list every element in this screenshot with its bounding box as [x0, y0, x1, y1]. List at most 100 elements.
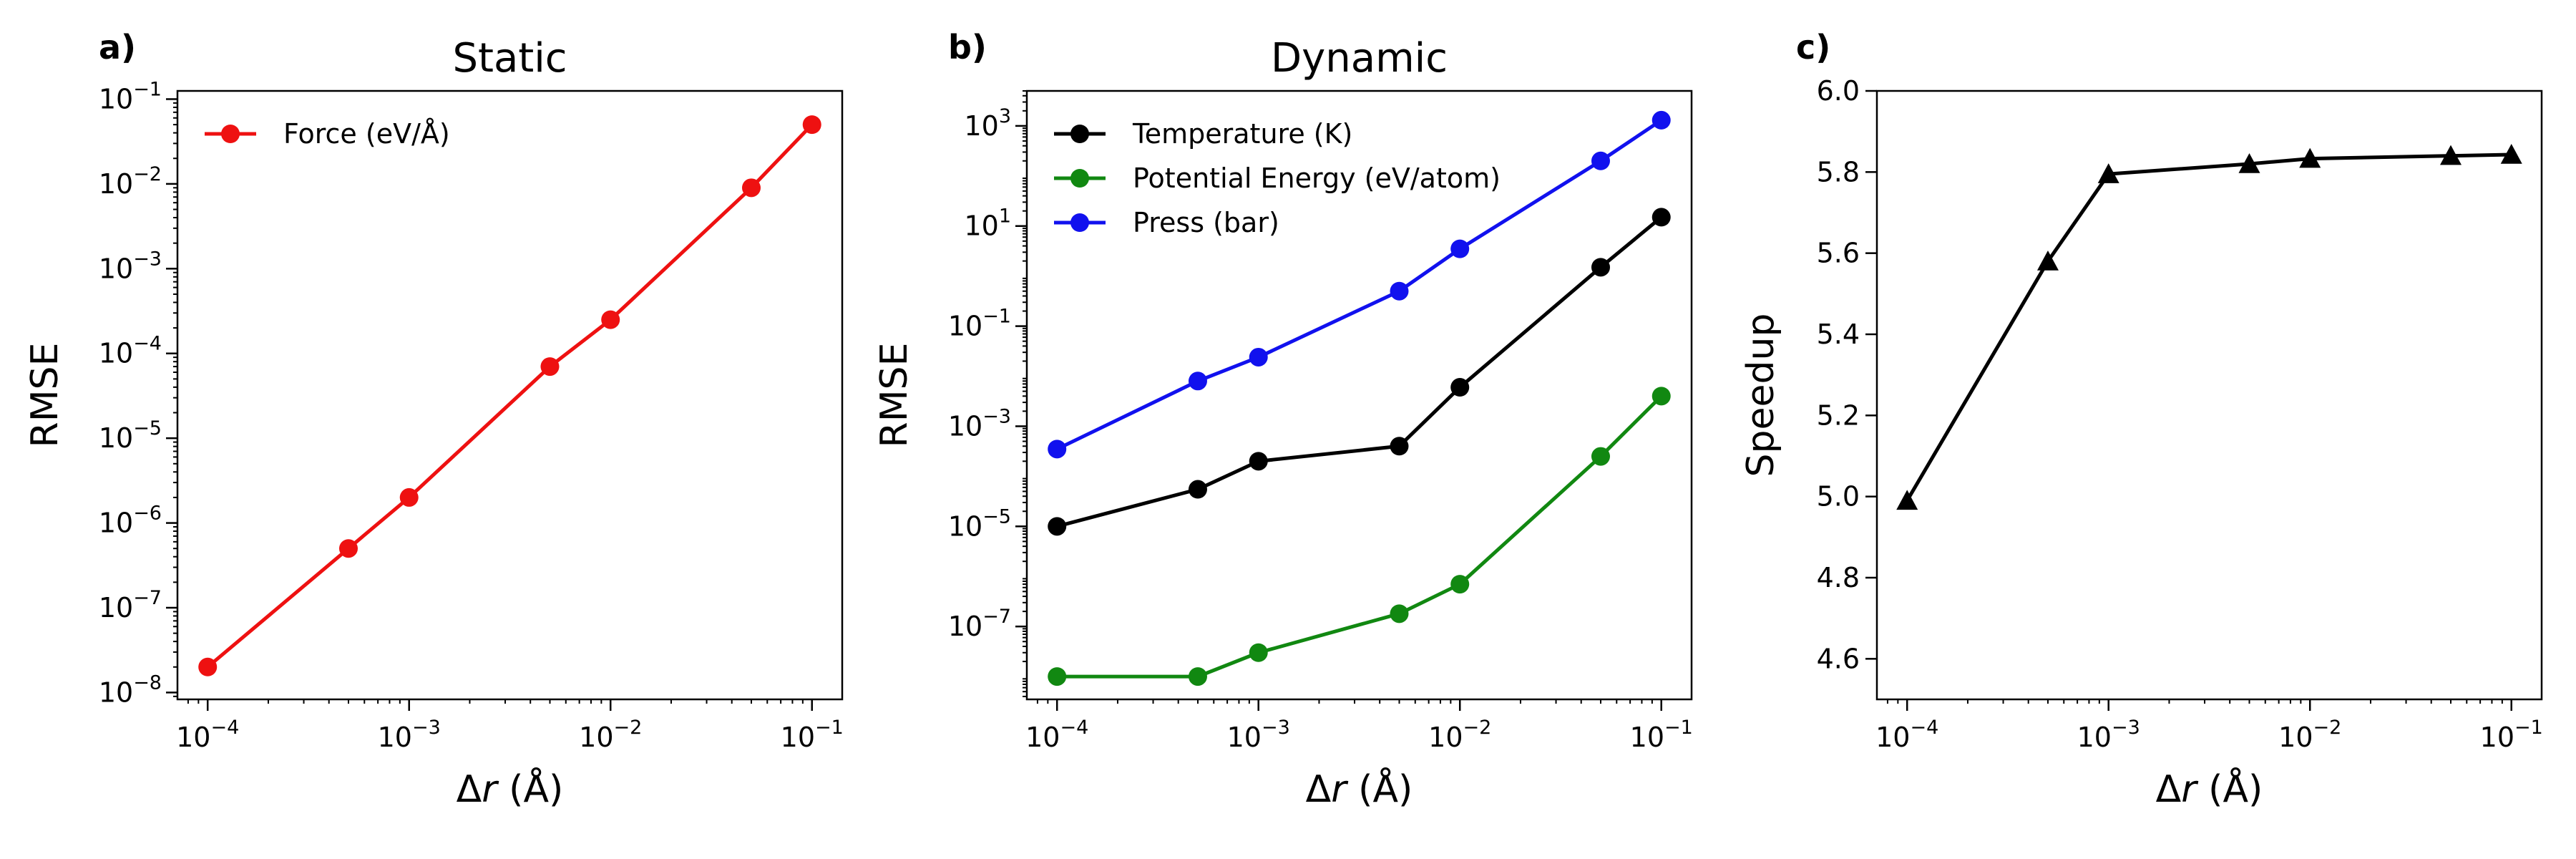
y-tick-label-exponent: −1 [982, 306, 1011, 328]
data-point [198, 657, 218, 676]
data-point [399, 487, 419, 507]
x-tick-label: 10−3 [2077, 717, 2140, 753]
panel-c-speedup: c)10−4 10−3 10−2 10−14.64.85.05.25.45.65.86… [1740, 28, 2543, 811]
x-tick-label: 10−2 [2278, 717, 2341, 753]
x-axis-label-prefix: Δ [2156, 768, 2182, 811]
legend-label: Force (eV/Å) [283, 118, 450, 150]
x-tick-label-exponent: −1 [1664, 717, 1693, 739]
y-tick-label-exponent: −3 [982, 405, 1011, 427]
data-point [2036, 251, 2059, 271]
y-tick-label: 10−5 [99, 417, 162, 454]
y-tick-label: 4.8 [1817, 562, 1860, 593]
data-point [2097, 163, 2119, 183]
data-point [540, 357, 560, 377]
plot-frame [176, 89, 844, 701]
y-tick-label-exponent: −2 [133, 163, 162, 185]
y-tick-label: 10−5 [948, 505, 1011, 542]
y-tick-label: 5.2 [1817, 399, 1860, 431]
x-tick-label: 10−4 [1025, 717, 1088, 753]
data-point [1450, 239, 1470, 258]
data-point [1591, 258, 1610, 277]
x-tick-label-base: 10 [2278, 722, 2313, 753]
x-tick-label-exponent: −2 [2313, 717, 2342, 739]
data-point [1188, 667, 1207, 686]
data-point [1652, 208, 1671, 227]
data-point [1390, 281, 1409, 301]
y-tick-label: 10−1 [948, 306, 1011, 342]
series-line [1906, 152, 2512, 502]
x-tick-label: 10−1 [1630, 717, 1693, 753]
data-point [1390, 604, 1409, 623]
data-point [2500, 143, 2522, 164]
y-axis-label: Speedup [1740, 314, 1782, 477]
x-tick-label-exponent: −4 [210, 717, 239, 739]
y-tick-label-base: 10 [964, 210, 998, 242]
x-tick-label-exponent: −2 [614, 717, 643, 739]
y-tick-label-base: 10 [948, 410, 982, 442]
x-axis-label-variable: r [2181, 768, 2199, 811]
legend-label: Temperature (K) [1132, 118, 1352, 150]
y-tick-label-base: 10 [99, 508, 133, 539]
x-tick-label-exponent: −1 [2514, 717, 2543, 739]
legend: Temperature (K) Potential Energy (eV/atom… [1054, 118, 1501, 238]
x-tick-label: 10−1 [781, 717, 844, 753]
y-tick-label-base: 10 [99, 422, 133, 454]
y-tick-label: 5.0 [1817, 481, 1860, 513]
y-tick-label-exponent: 3 [999, 105, 1011, 127]
x-tick-label-base: 10 [176, 722, 210, 753]
y-tick-label: 4.6 [1817, 643, 1860, 674]
data-point [1390, 437, 1409, 456]
y-tick-label-base: 10 [948, 510, 982, 542]
panel-letter: b) [948, 28, 987, 67]
y-tick-label-base: 10 [948, 611, 982, 642]
panel-letter: a) [99, 28, 136, 67]
y-tick-label-base: 10 [948, 311, 982, 342]
x-tick-label-exponent: −3 [2112, 717, 2140, 739]
y-tick-label: 10−3 [99, 248, 162, 284]
y-axis-label: RMSE [873, 343, 916, 448]
y-tick-label: 10−1 [99, 78, 162, 115]
data-point [1188, 372, 1207, 391]
y-tick-label: 10−3 [948, 405, 1011, 442]
legend-label: Press (bar) [1133, 207, 1279, 238]
data-point [1048, 440, 1067, 459]
x-axis-label-variable: r [482, 768, 499, 811]
panel-title: Dynamic [1271, 35, 1448, 82]
data-point [2439, 145, 2462, 165]
panel-title: Static [452, 35, 567, 82]
data-point [1048, 667, 1067, 686]
y-tick-label: 10−8 [99, 671, 162, 708]
x-axis-label: Δr (Å) [2156, 767, 2263, 811]
y-tick-label-base: 10 [99, 338, 133, 369]
legend-marker [1070, 169, 1089, 188]
data-point [1591, 447, 1610, 466]
x-axis-label-unit: (Å) [2197, 767, 2263, 811]
y-tick-label-exponent: −8 [133, 671, 162, 694]
y-tick-label-exponent: −5 [133, 417, 162, 440]
x-axis-label-prefix: Δ [457, 768, 482, 811]
x-tick-label: 10−2 [1428, 717, 1491, 753]
y-tick-label-exponent: 1 [999, 205, 1011, 228]
x-tick-label-base: 10 [1630, 722, 1664, 753]
y-tick-label-exponent: −5 [982, 505, 1011, 528]
x-tick-label-base: 10 [1227, 722, 1262, 753]
x-tick-label: 10−4 [176, 717, 239, 753]
y-tick-label-exponent: −1 [133, 78, 162, 100]
data-point [1188, 480, 1207, 499]
y-tick-label-base: 10 [99, 253, 133, 284]
x-axis-label: Δr (Å) [457, 767, 564, 811]
y-tick-label: 10−7 [99, 587, 162, 623]
data-point [1450, 378, 1470, 397]
series-line [206, 123, 814, 669]
x-tick-label-exponent: −2 [1463, 717, 1492, 739]
y-tick-label: 10−4 [99, 333, 162, 369]
legend: Force (eV/Å) [205, 118, 450, 150]
legend-marker [221, 125, 240, 143]
x-axis-label-unit: (Å) [497, 767, 564, 811]
data-point [741, 178, 761, 198]
x-tick-label-base: 10 [1428, 722, 1463, 753]
plot-frame [1025, 89, 1693, 701]
series-line [1056, 215, 1663, 528]
x-axis-label-variable: r [1331, 768, 1349, 811]
y-tick-label-base: 10 [99, 83, 133, 115]
